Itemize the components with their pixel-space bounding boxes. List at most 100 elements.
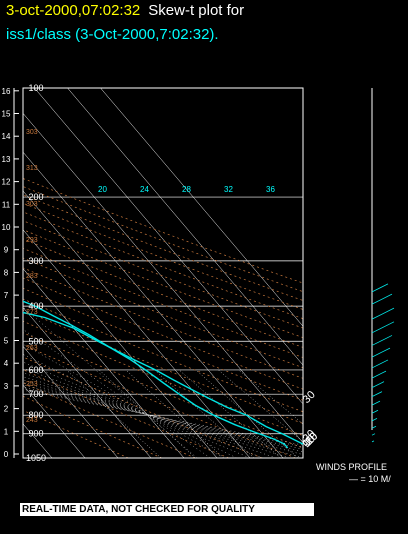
dry-adiabat-293 [23,332,303,449]
moist-adiabat-4 [23,367,264,458]
dry-adiabat-353 [23,267,303,379]
isotherm-10 [23,151,284,458]
adiabat-label: 303 [26,201,38,208]
km-tick-label: 2 [4,405,9,414]
isotherm-50 [100,88,303,327]
dry-adiabat-383 [23,238,303,348]
km-tick-label: 6 [4,314,9,323]
wind-barb [371,347,391,358]
wind-barb [371,391,383,397]
adiabat-label: 263 [26,345,38,352]
moist-adiabat-36 [23,389,303,446]
wind-barb [371,370,387,379]
wind-barb [371,335,393,346]
km-tick-label: 0 [4,450,9,459]
sounding-timestamp: 3-oct-2000,07:02:32 [6,2,141,19]
pressure-label: 400 [28,301,43,311]
wind-barb [371,418,378,422]
plot-title: 3-oct-2000,07:02:32 Skew-t plot for [6,2,244,19]
pressure-label: 600 [28,365,43,375]
temperature-trace [23,300,303,445]
wind-barb [371,433,376,436]
moist-adiabat-16 [23,379,303,458]
wind-barb [371,440,375,443]
station-subtitle: iss1/class (3-Oct-2000,7:02:32). [6,26,219,43]
dry-adiabat-373 [23,247,303,358]
pressure-label: 100 [28,83,43,93]
mixing-ratio-line [238,369,303,425]
dry-adiabat-273 [23,356,263,458]
mixing-ratio-label: 24 [140,185,149,194]
plot-type-label: Skew-t plot for [148,2,245,19]
dry-adiabat-403 [23,220,303,329]
dry-adiabat-393 [23,229,303,339]
dry-adiabat-333 [23,287,303,401]
adiabat-label: 303 [26,129,38,136]
moist-adiabat-28 [23,386,303,450]
adiabat-label: 243 [26,417,38,424]
mixing-ratio-line [179,369,281,458]
isotherm-20 [23,112,303,444]
mixing-ratio-label: 28 [182,185,191,194]
wind-scale-label: — = 10 M/ [349,474,391,484]
isotherm--50 [23,384,86,458]
winds-profile-label: WINDS PROFILE [316,462,388,472]
moist-adiabat-8 [23,372,277,458]
dry-adiabat-433 [23,194,303,301]
km-tick-label: 8 [4,268,9,277]
isotherm--30 [23,307,152,458]
mixing-ratio-line [195,369,299,458]
dewpoint-trace [23,311,289,449]
km-tick-label: 9 [4,246,9,255]
mixing-ratio-label: 36 [266,185,275,194]
adiabat-label: 273 [26,309,38,316]
km-tick-label: 3 [4,382,9,391]
wind-barb [371,381,385,388]
dry-adiabat-413 [23,211,303,320]
pressure-label: 200 [28,192,43,202]
wind-barb [371,283,389,293]
isotherm-0 [23,190,251,458]
km-tick-label: 11 [2,200,11,209]
dry-adiabat-233 [23,409,129,458]
dry-adiabat-283 [23,344,296,458]
km-tick-label: 1 [4,427,9,436]
dry-adiabat-363 [23,257,303,369]
dry-adiabat-423 [23,202,303,310]
pressure-label: 300 [28,256,43,266]
dry-adiabat-243 [23,395,162,458]
isotherm-40 [67,88,303,366]
adiabat-label: 313 [26,165,38,172]
dry-adiabat-343 [23,277,303,390]
pressure-label: 700 [28,389,43,399]
dry-adiabat-453 [23,178,303,284]
quality-warning-banner: REAL-TIME DATA, NOT CHECKED FOR QUALITY [20,503,314,516]
wind-barb [371,359,389,369]
km-tick-label: 10 [2,223,11,232]
isotherm-30 [34,88,303,405]
pressure-label: 1050 [26,453,46,463]
wind-barb [371,307,395,320]
wind-barb [371,293,393,305]
mixing-ratio-line [125,369,224,458]
wind-barb [371,425,377,429]
km-tick-label: 14 [2,132,11,141]
km-tick-label: 12 [2,178,11,187]
wind-barb [371,321,395,334]
dry-adiabat-443 [23,186,303,293]
km-tick-label: 4 [4,359,9,368]
adiabat-label: 283 [26,273,38,280]
pressure-label: 900 [28,429,43,439]
dry-adiabat-323 [23,298,303,413]
km-tick-label: 7 [4,291,9,300]
adiabat-label: 253 [26,381,38,388]
pressure-label: 500 [28,336,43,346]
moist-adiabat--12 [23,329,211,458]
moist-adiabat--4 [23,354,237,458]
wind-barb [371,400,381,406]
moist-adiabat--16 [23,306,198,458]
pressure-label: 800 [28,410,43,420]
dry-adiabat-253 [23,382,196,458]
mixing-ratio-line [154,369,255,458]
